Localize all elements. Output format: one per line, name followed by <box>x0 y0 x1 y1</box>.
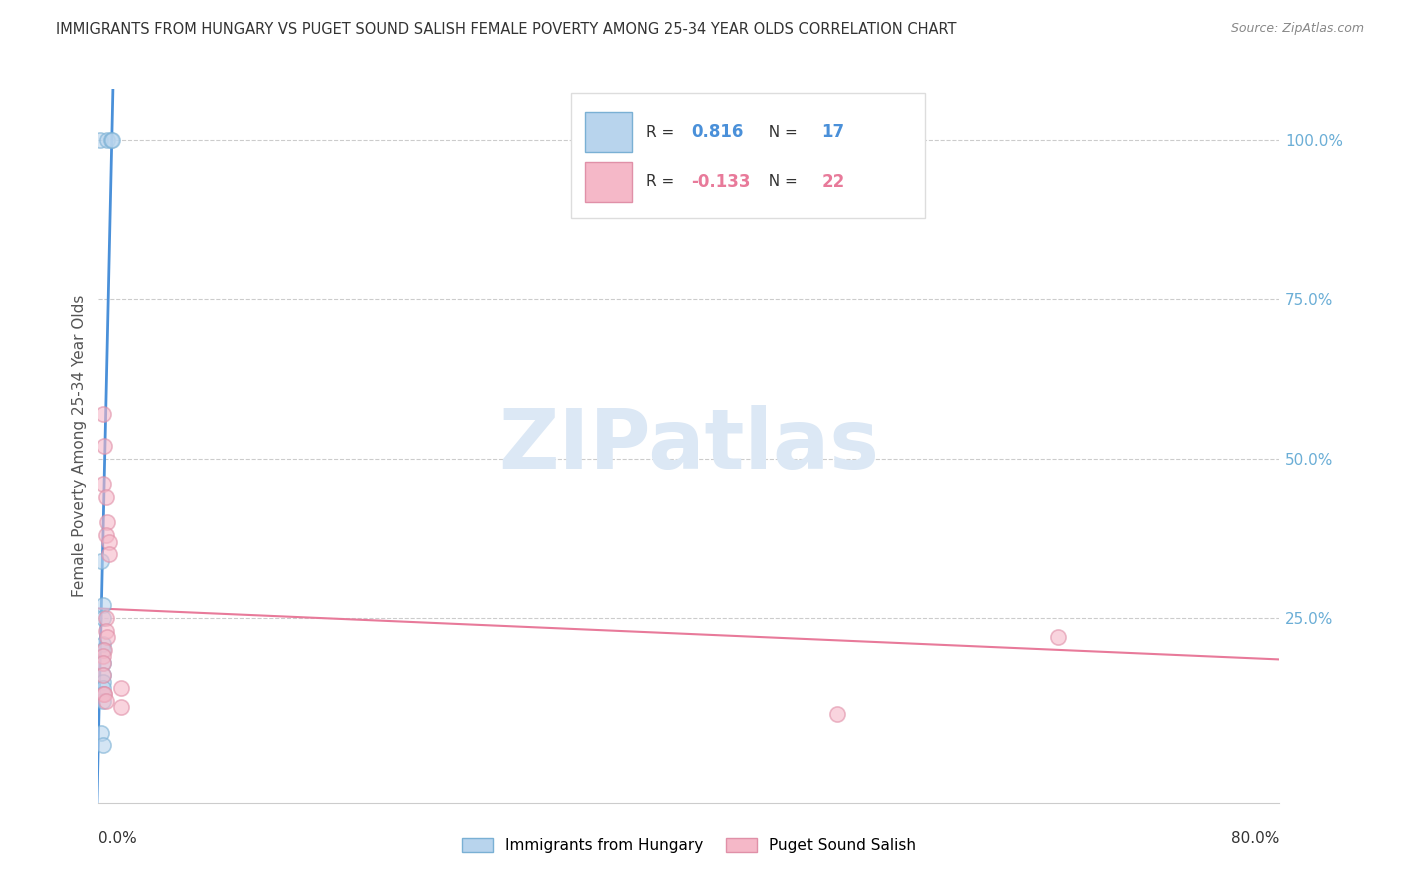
Text: 0.816: 0.816 <box>692 123 744 141</box>
Point <box>91 668 114 682</box>
Point <box>93 688 115 702</box>
Point <box>89 133 111 147</box>
Point <box>110 700 132 714</box>
Text: IMMIGRANTS FROM HUNGARY VS PUGET SOUND SALISH FEMALE POVERTY AMONG 25-34 YEAR OL: IMMIGRANTS FROM HUNGARY VS PUGET SOUND S… <box>56 22 956 37</box>
Point <box>91 643 114 657</box>
Point <box>825 706 848 721</box>
Text: N =: N = <box>759 125 803 139</box>
Point <box>91 688 114 702</box>
Point <box>94 694 117 708</box>
Point <box>93 439 115 453</box>
Point <box>91 656 114 670</box>
Point <box>90 725 112 739</box>
Text: Source: ZipAtlas.com: Source: ZipAtlas.com <box>1230 22 1364 36</box>
Point <box>100 133 122 147</box>
Text: 80.0%: 80.0% <box>1232 831 1279 847</box>
Point <box>91 407 114 421</box>
Point <box>91 611 114 625</box>
FancyBboxPatch shape <box>571 93 925 218</box>
Point <box>90 554 112 568</box>
Legend: Immigrants from Hungary, Puget Sound Salish: Immigrants from Hungary, Puget Sound Sal… <box>456 832 922 859</box>
Point <box>91 681 114 695</box>
Text: 17: 17 <box>821 123 845 141</box>
Point <box>94 624 117 638</box>
Y-axis label: Female Poverty Among 25-34 Year Olds: Female Poverty Among 25-34 Year Olds <box>72 295 87 597</box>
Point <box>93 688 115 702</box>
Point <box>97 534 120 549</box>
Text: R =: R = <box>647 125 679 139</box>
FancyBboxPatch shape <box>585 162 633 202</box>
Point <box>96 133 118 147</box>
Point <box>94 611 117 625</box>
Point <box>91 649 114 664</box>
Text: N =: N = <box>759 175 803 189</box>
Point <box>91 694 114 708</box>
Point <box>1046 630 1069 644</box>
Point <box>110 681 132 695</box>
Point <box>91 636 114 650</box>
Point <box>91 674 114 689</box>
Point <box>96 516 118 530</box>
Point <box>93 643 115 657</box>
Text: R =: R = <box>647 175 679 189</box>
Text: 22: 22 <box>821 173 845 191</box>
Text: -0.133: -0.133 <box>692 173 751 191</box>
Point <box>91 668 114 682</box>
Point <box>91 477 114 491</box>
Point <box>91 656 114 670</box>
Text: ZIPatlas: ZIPatlas <box>499 406 879 486</box>
Point <box>100 133 122 147</box>
Text: 0.0%: 0.0% <box>98 831 138 847</box>
Point <box>94 528 117 542</box>
FancyBboxPatch shape <box>585 112 633 152</box>
Point <box>91 599 114 613</box>
Point <box>96 630 118 644</box>
Point <box>91 739 114 753</box>
Point <box>94 490 117 504</box>
Point <box>97 547 120 561</box>
